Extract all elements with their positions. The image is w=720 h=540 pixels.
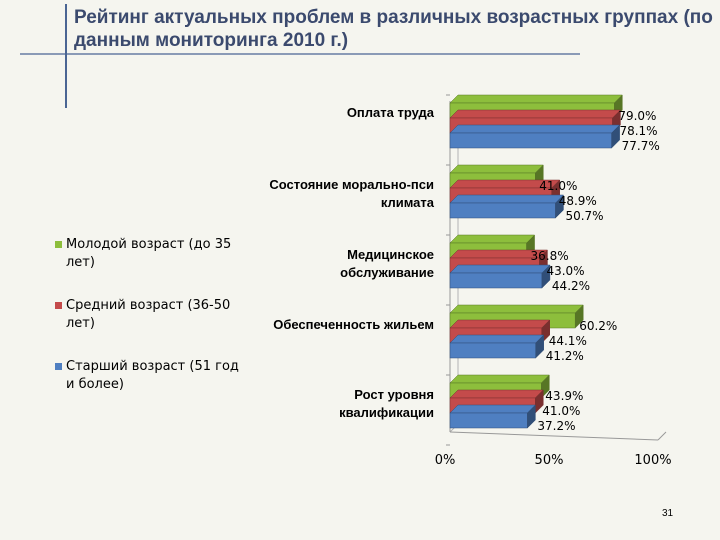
page-number: 31 <box>662 508 674 519</box>
bar-4-2 <box>449 404 536 429</box>
category-label-qualification: Рост уровня квалификации <box>339 387 434 420</box>
legend-label-middle: Средний возраст (36-50 лет) <box>66 298 231 331</box>
x-tick-label-100: 100% <box>634 453 672 468</box>
value-label-3-2: 41.2% <box>545 349 584 363</box>
value-label-2-2: 44.2% <box>551 279 591 293</box>
bar-0-2 <box>449 124 621 149</box>
value-label-0-2: 77.7% <box>621 139 660 153</box>
chart-bars <box>449 94 623 429</box>
category-label-housing: Обеспеченность жильем <box>273 317 434 332</box>
slide-title: Рейтинг актуальных проблем в различных в… <box>74 7 713 51</box>
x-tick-label-50: 50% <box>534 453 564 468</box>
value-label-4-1: 41.0% <box>542 404 581 418</box>
value-label-3-0: 60.2% <box>579 319 618 333</box>
bar-2-2 <box>449 264 551 289</box>
legend-swatch-senior <box>55 363 62 370</box>
value-label-4-0: 43.9% <box>545 389 584 403</box>
bar-1-2 <box>449 194 565 219</box>
legend-swatch-middle <box>55 302 62 309</box>
value-label-2-1: 43.0% <box>546 264 585 278</box>
legend-label-young: Молодой возраст (до 35 лет) <box>66 237 232 270</box>
category-label-medical: Медицинское обслуживание <box>340 247 434 280</box>
x-axis-line <box>449 431 659 441</box>
value-label-4-2: 37.2% <box>537 419 576 433</box>
category-label-climate: Состояние морально-пси климата <box>269 177 434 210</box>
x-tick-label-0: 0% <box>434 453 456 468</box>
value-label-1-0: 41.0% <box>539 179 578 193</box>
category-label-pay: Оплата труда <box>346 105 434 120</box>
value-label-3-1: 44.1% <box>548 334 587 348</box>
x-axis-end <box>657 431 667 441</box>
bar-3-2 <box>449 334 545 359</box>
value-label-1-2: 50.7% <box>565 209 604 223</box>
value-label-0-0: 79.0% <box>618 109 657 123</box>
legend-swatch-young <box>55 241 62 248</box>
bar-1-1 <box>449 179 561 204</box>
legend-label-senior: Старший возраст (51 год и более) <box>66 359 239 392</box>
value-label-1-1: 48.9% <box>558 194 597 208</box>
value-label-2-0: 36.8% <box>530 249 569 263</box>
value-label-0-1: 78.1% <box>619 124 658 138</box>
